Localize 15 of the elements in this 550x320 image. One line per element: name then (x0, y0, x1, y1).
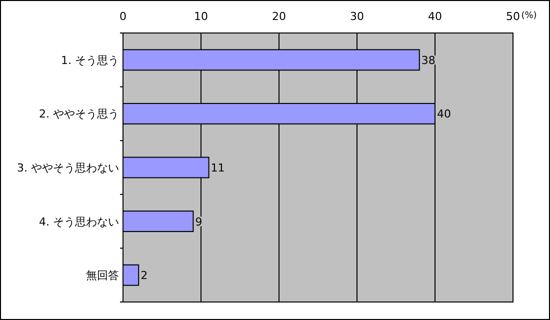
data-label: 11 (210, 162, 225, 174)
y-tick-label: 4. そう思わない (39, 215, 119, 228)
x-tick-label: 20 (272, 10, 286, 23)
x-tick-label: 40 (428, 10, 442, 23)
text: (%) (521, 11, 537, 21)
y-tick-label: 2. ややそう思う (39, 108, 119, 121)
data-label: 40 (437, 108, 451, 121)
x-tick-label: 0 (120, 10, 126, 23)
y-tick-label: 無回答 (86, 269, 119, 282)
y-tick-label: 1. そう思う (61, 54, 119, 67)
y-tick-label: 3. ややそう思わない (17, 162, 119, 174)
x-tick-label: 50 (506, 10, 520, 23)
x-tick-label: 10 (194, 10, 208, 23)
x-tick-label: 30 (350, 10, 364, 23)
data-label: 2 (140, 269, 148, 282)
